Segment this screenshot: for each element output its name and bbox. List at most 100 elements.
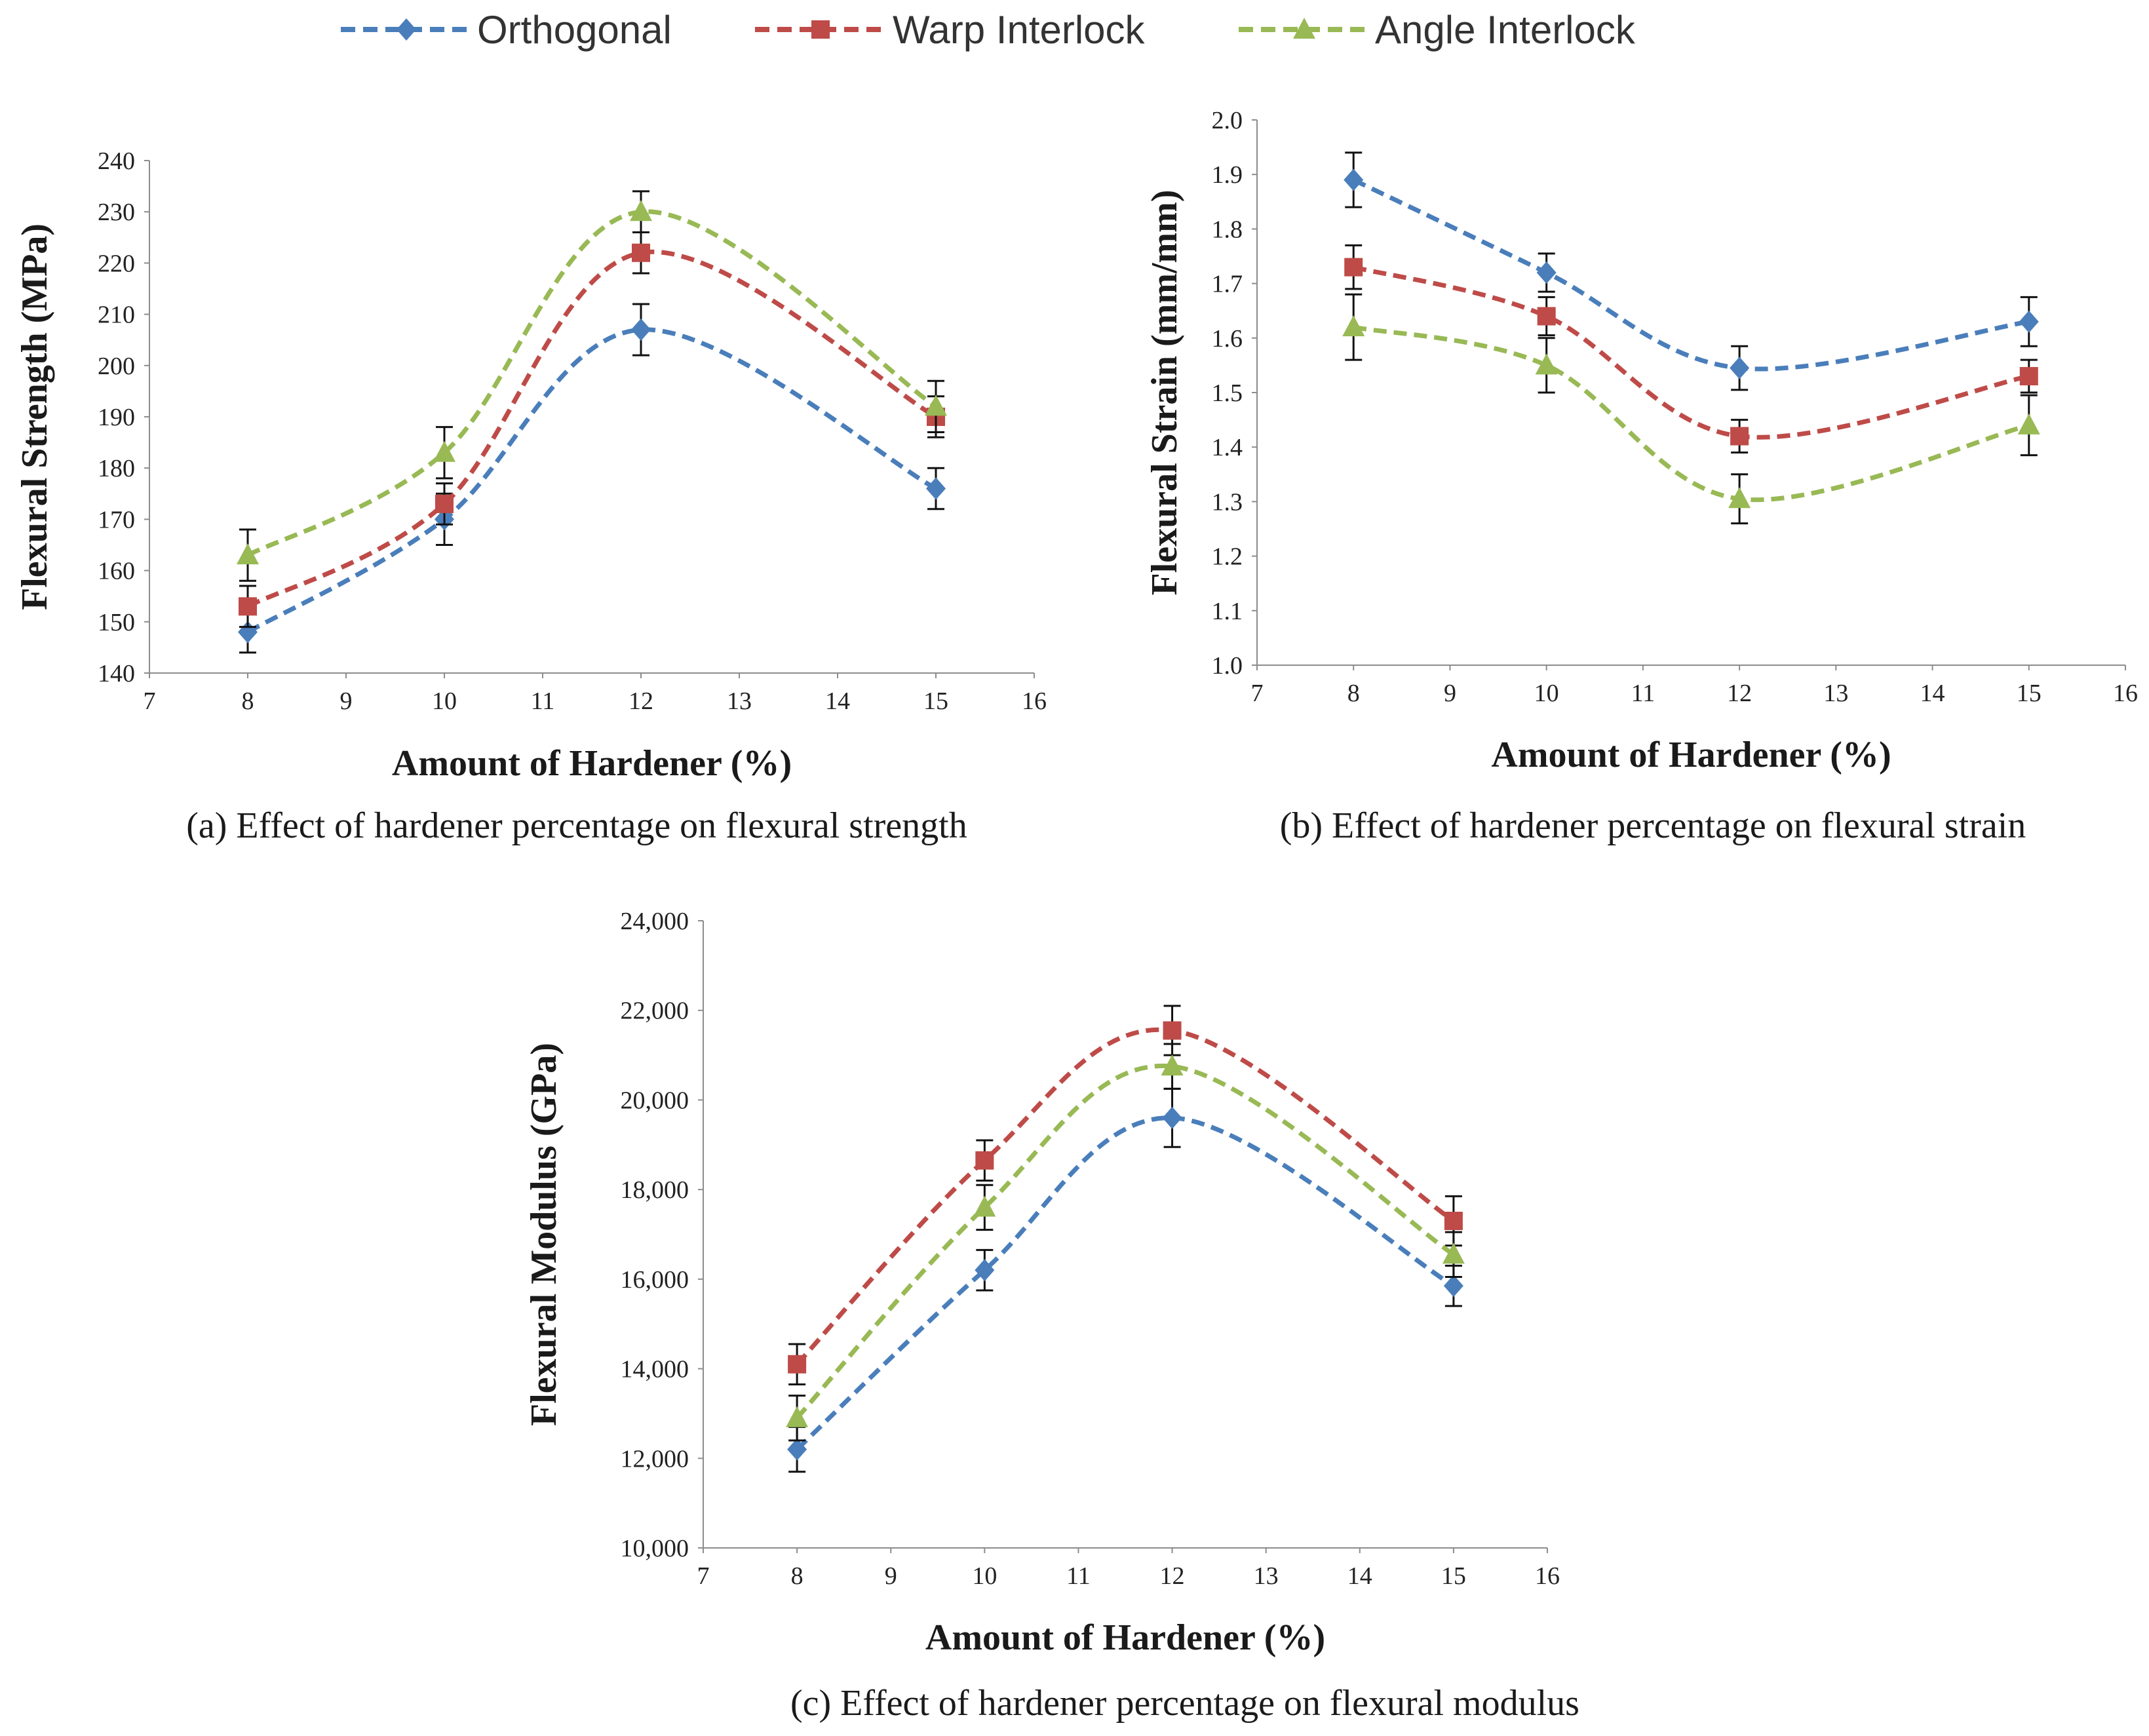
y-tick-label: 190 xyxy=(98,404,135,431)
data-point xyxy=(925,395,947,416)
series-warp-interlock xyxy=(239,231,945,628)
x-tick-label: 10 xyxy=(972,1562,997,1590)
data-point xyxy=(2017,413,2040,434)
data-point xyxy=(975,1151,994,1170)
series-angle-interlock xyxy=(1342,293,2040,525)
chart-a: 140 150 160 170 180 190 200 210 220 230 240 7 8 9 10 11… xyxy=(14,147,1047,846)
data-point xyxy=(926,477,946,500)
series-line xyxy=(1353,265,2030,440)
x-tick-label: 7 xyxy=(144,687,156,715)
x-tick-label: 11 xyxy=(531,687,555,715)
y-tick-label: 170 xyxy=(98,506,135,533)
data-point xyxy=(1163,1021,1182,1040)
data-point xyxy=(1444,1211,1463,1230)
series-line xyxy=(1353,324,2030,503)
series-orthogonal xyxy=(238,303,946,654)
y-axis-title: Flexural Modulus (GPa) xyxy=(524,1043,564,1426)
chart-caption: (a) Effect of hardener percentage on fle… xyxy=(186,805,967,846)
chart-c: 10,000 12,000 14,000 16,000 18,000 20,000 22,0… xyxy=(524,908,1579,1724)
x-tick-label: 12 xyxy=(1160,1562,1185,1590)
legend-marker xyxy=(1293,18,1315,39)
legend: Orthogonal Warp Interlock Angle Interlock xyxy=(341,8,1636,52)
x-tick-label: 9 xyxy=(885,1562,897,1590)
x-tick-label: 12 xyxy=(1727,680,1752,707)
data-point xyxy=(975,1259,995,1282)
data-point xyxy=(1344,258,1363,277)
y-tick-label: 2.0 xyxy=(1212,107,1243,134)
series-orthogonal xyxy=(1344,151,2039,391)
data-point xyxy=(631,318,651,341)
x-axis-title: Amount of Hardener (%) xyxy=(392,743,792,784)
x-tick-label: 7 xyxy=(1251,680,1264,707)
y-tick-label: 240 xyxy=(98,147,135,175)
x-tick-label: 10 xyxy=(1534,680,1559,707)
x-tick-label: 13 xyxy=(1823,680,1848,707)
data-point xyxy=(435,494,454,513)
data-point xyxy=(237,543,259,565)
series-line xyxy=(795,1063,1455,1420)
data-point xyxy=(630,200,652,222)
series-line xyxy=(246,327,937,634)
x-tick-label: 8 xyxy=(242,687,254,715)
data-point xyxy=(787,1438,807,1461)
chart-b: 1.0 1.1 1.2 1.3 1.4 1.5 1.6 1.7 1.8 1.9 2.0 7 8 9 10 11… xyxy=(1144,107,2138,846)
series-orthogonal xyxy=(787,1087,1463,1473)
data-point xyxy=(1535,353,1558,375)
y-tick-label: 1.7 xyxy=(1212,271,1243,298)
x-axis-title: Amount of Hardener (%) xyxy=(1491,735,1891,775)
x-tick-label: 15 xyxy=(2017,680,2042,707)
x-tick-label: 16 xyxy=(2113,680,2138,707)
y-tick-label: 1.5 xyxy=(1212,379,1243,407)
y-tick-label: 220 xyxy=(98,250,135,277)
y-tick-label: 210 xyxy=(98,301,135,329)
y-tick-label: 12,000 xyxy=(621,1445,689,1473)
x-tick-label: 9 xyxy=(1444,680,1456,707)
y-tick-label: 22,000 xyxy=(621,997,689,1025)
x-tick-label: 15 xyxy=(923,687,948,715)
y-axis-title: Flexural Strength (MPa) xyxy=(14,223,55,610)
y-tick-label: 1.4 xyxy=(1212,434,1243,461)
x-tick-label: 14 xyxy=(825,687,850,715)
x-tick-label: 10 xyxy=(432,687,457,715)
x-tick-label: 16 xyxy=(1535,1562,1560,1590)
y-tick-label: 1.2 xyxy=(1212,543,1243,571)
legend-label: Orthogonal xyxy=(477,8,672,52)
y-tick-label: 150 xyxy=(98,609,135,636)
chart-caption: (c) Effect of hardener percentage on fle… xyxy=(790,1683,1579,1724)
data-point xyxy=(239,597,257,616)
y-tick-label: 14,000 xyxy=(621,1356,689,1383)
series-line xyxy=(246,249,937,609)
data-point xyxy=(1730,427,1749,446)
data-point xyxy=(788,1355,807,1374)
y-tick-label: 1.9 xyxy=(1212,161,1243,189)
data-point xyxy=(1537,307,1556,326)
y-tick-label: 140 xyxy=(98,660,135,687)
x-tick-label: 11 xyxy=(1066,1562,1091,1590)
y-tick-label: 200 xyxy=(98,353,135,380)
data-point xyxy=(1442,1243,1465,1264)
series-angle-interlock xyxy=(786,1043,1465,1442)
series-line xyxy=(1352,178,2030,372)
y-tick-label: 1.0 xyxy=(1212,652,1243,680)
legend-marker xyxy=(397,18,416,41)
x-tick-label: 13 xyxy=(727,687,752,715)
legend-label: Angle Interlock xyxy=(1375,8,1636,52)
y-tick-label: 1.6 xyxy=(1212,325,1243,353)
data-point xyxy=(1443,1275,1463,1298)
data-point xyxy=(1161,1054,1184,1076)
x-tick-label: 7 xyxy=(697,1562,710,1590)
legend-item: Angle Interlock xyxy=(1239,8,1636,52)
y-tick-label: 24,000 xyxy=(621,908,689,935)
x-tick-label: 16 xyxy=(1022,687,1047,715)
y-tick-label: 1.8 xyxy=(1212,216,1243,243)
y-tick-label: 230 xyxy=(98,199,135,226)
x-tick-label: 11 xyxy=(1631,680,1655,707)
x-tick-label: 14 xyxy=(1347,1562,1372,1590)
series-line xyxy=(246,209,937,558)
data-point xyxy=(1728,487,1751,509)
data-point xyxy=(2019,310,2039,333)
y-tick-label: 18,000 xyxy=(621,1176,689,1204)
data-point xyxy=(973,1195,996,1217)
data-point xyxy=(632,243,650,262)
data-point xyxy=(1730,357,1750,379)
